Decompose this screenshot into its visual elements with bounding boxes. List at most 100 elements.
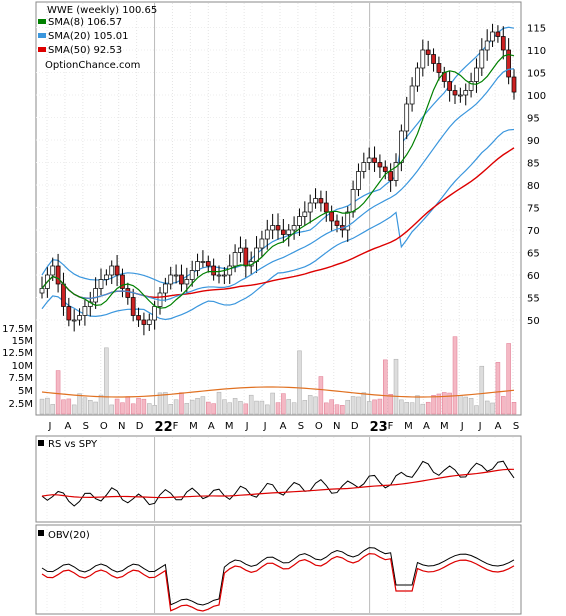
grid-lines [36,3,521,613]
volume-bar [216,391,222,415]
candle [425,40,431,66]
volume-bar [291,402,297,415]
candle-body [39,288,45,294]
candle-body [109,265,115,276]
volume-bar [152,405,157,415]
volume-bar [404,402,409,415]
volume-bar [77,393,82,415]
volume-bar [501,396,506,415]
volume-bar [275,402,281,415]
x-tick-label: M [404,421,413,432]
price-tick-label: 115 [527,24,546,35]
candle [168,266,174,290]
legend-title: WWE (weekly) 100.65 [47,5,157,16]
candle [109,260,115,285]
x-tick-label: D [351,421,359,432]
candle-body [382,166,388,172]
candle-body [163,283,168,294]
price-tick-label: 75 [527,204,540,215]
obv-average-line [41,553,515,612]
volume-bar [420,403,426,415]
candle [82,300,88,326]
candle [98,268,104,296]
x-tick-label: O [315,421,323,432]
candle [484,29,490,61]
candle-body [168,274,174,285]
volume-bar [286,399,291,415]
candle-body [474,67,479,82]
volume-bar [130,403,136,415]
candle-body [356,171,361,190]
x-tick-label: 22 [155,420,173,435]
candle-body [232,252,238,267]
volume-bar [356,396,361,415]
candle-body [270,225,275,231]
candle [458,87,463,103]
x-tick-label: F [388,421,394,432]
volume-bar [184,403,190,415]
volume-bar [463,396,468,415]
candle-body [415,67,420,87]
volume-bar [324,402,329,415]
candle [146,313,152,332]
candle [361,152,367,179]
legend-sma20: SMA(20) 105.01 [48,31,129,42]
price-tick-label: 70 [527,226,540,237]
x-tick-label: M [189,421,198,432]
candle-body [238,247,243,253]
price-tick-label: 95 [527,114,540,125]
candle [66,297,72,327]
candle [104,269,109,286]
candle [200,250,206,268]
candle-body [420,49,426,69]
candle-body [377,162,383,168]
candle-body [452,90,458,96]
x-tick-label: A [208,421,215,432]
x-tick-label: S [513,421,519,432]
candle-body [458,94,463,97]
obv-line [41,547,515,606]
x-tick-label: M [225,421,234,432]
x-tick-label: O [100,421,108,432]
price-tick-label: 90 [527,136,540,147]
volume-bar [409,402,415,415]
volume-bar [173,399,179,415]
candle [205,255,211,273]
candle-body [361,162,367,172]
volume-bar [361,392,367,415]
candle-body [506,49,511,78]
price-tick-label: 80 [527,181,540,192]
obv-panel-frame [35,524,522,615]
candle [77,308,82,326]
volume-tick-label: 5M [18,386,33,397]
volume-bar [61,399,66,415]
volume-bar [307,395,313,415]
legend-sma50: SMA(50) 92.53 [48,45,122,56]
candle-body [350,189,356,213]
candle [179,264,184,292]
candle [270,213,275,240]
x-tick-label: J [478,421,482,432]
volume-bar [55,370,61,415]
candle-body [404,103,410,132]
volume-bar [248,394,254,415]
candle [297,208,302,236]
candle-body [484,40,490,51]
rs-label-swatch [38,440,44,446]
candle [372,146,377,172]
candle-body [334,220,340,226]
rs-panel-label: RS vs SPY [48,439,98,450]
candle [345,206,351,242]
candle-body [393,162,399,181]
volume-bar [447,392,452,415]
candle-body [275,225,281,231]
volume-bar [388,394,393,415]
volume-bar [195,398,200,415]
x-tick-label: D [136,421,144,432]
obv-label-swatch [38,530,44,536]
candle [307,194,313,224]
candle-body [200,261,206,263]
volume-bar [163,392,168,415]
candle-body [222,274,227,277]
